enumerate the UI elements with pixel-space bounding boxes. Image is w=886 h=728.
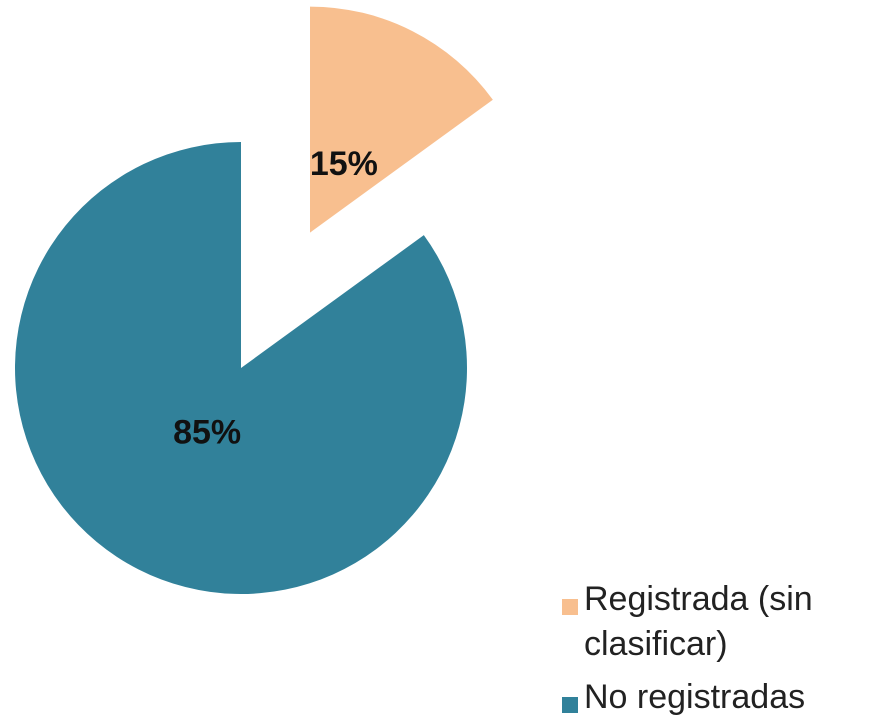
legend-swatch: [562, 599, 578, 615]
data-label: 85%: [173, 413, 241, 451]
pie-slice: [310, 6, 493, 233]
legend-label: No registradas: [584, 678, 806, 716]
legend-swatch: [562, 697, 578, 713]
legend-item: No registradas: [562, 675, 882, 720]
legend: Registrada (sin clasificar) No registrada…: [562, 577, 882, 728]
data-label: 15%: [310, 145, 378, 183]
legend-item: Registrada (sin clasificar): [562, 577, 882, 667]
pie-slice: [14, 142, 467, 594]
legend-label: Registrada (sin clasificar): [584, 580, 813, 663]
